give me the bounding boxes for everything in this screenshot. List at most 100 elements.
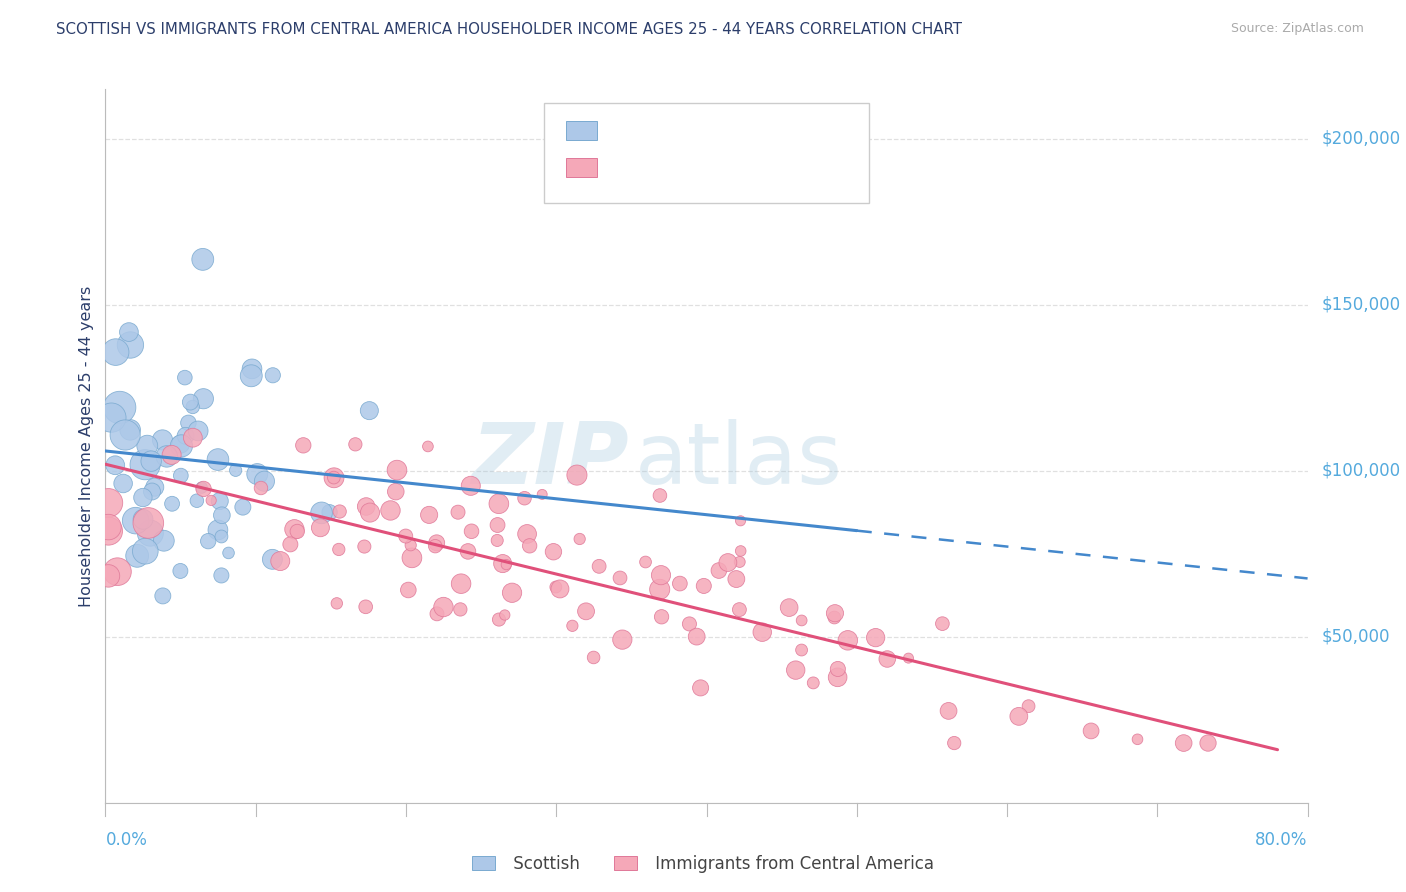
Point [865, 631, 887, 645]
Point [132, 491, 155, 505]
Text: $50,000: $50,000 [1322, 628, 1391, 646]
Point [778, 600, 800, 615]
Point [751, 625, 773, 640]
Point [385, 484, 408, 499]
Point [686, 630, 709, 644]
Point [425, 539, 447, 553]
Point [651, 609, 673, 624]
Point [634, 555, 657, 569]
Point [174, 429, 197, 443]
Point [114, 428, 136, 442]
Point [513, 491, 536, 506]
Text: $100,000: $100,000 [1322, 462, 1400, 480]
Point [134, 458, 156, 472]
Point [492, 557, 515, 571]
Point [283, 522, 305, 536]
Point [280, 537, 302, 551]
Point [785, 663, 807, 677]
Point [486, 533, 509, 548]
Point [134, 544, 156, 558]
Text: R =: R = [610, 159, 648, 177]
Point [931, 616, 953, 631]
Point [588, 559, 610, 574]
Point [380, 503, 402, 517]
Point [160, 448, 183, 462]
Point [568, 532, 591, 546]
Text: Source: ZipAtlas.com: Source: ZipAtlas.com [1230, 22, 1364, 36]
Point [152, 433, 174, 447]
Point [354, 500, 377, 514]
Point [197, 534, 219, 549]
Point [181, 400, 204, 414]
Point [112, 476, 135, 491]
Point [143, 480, 166, 494]
Point [262, 368, 284, 383]
Point [225, 463, 247, 477]
Point [170, 468, 193, 483]
Point [717, 556, 740, 570]
Point [322, 470, 344, 484]
Point [169, 564, 191, 578]
Text: N =: N = [727, 159, 766, 177]
Text: 80.0%: 80.0% [1256, 830, 1308, 848]
Point [97, 520, 120, 534]
Point [648, 489, 671, 503]
Point [938, 704, 960, 718]
Point [118, 325, 141, 339]
Point [728, 555, 751, 569]
Point [897, 651, 920, 665]
Point [328, 542, 350, 557]
Point [837, 633, 859, 648]
Point [193, 392, 215, 406]
FancyBboxPatch shape [544, 103, 869, 203]
Point [395, 529, 418, 543]
Point [141, 454, 163, 468]
Text: R =: R = [610, 121, 648, 139]
Point [127, 549, 149, 563]
Text: $200,000: $200,000 [1322, 130, 1400, 148]
Y-axis label: Householder Income Ages 25 - 44 years: Householder Income Ages 25 - 44 years [79, 285, 94, 607]
Point [209, 568, 232, 582]
Point [447, 505, 470, 519]
Point [107, 565, 129, 579]
Point [827, 662, 849, 676]
Legend:  Scottish,  Immigrants from Central America: Scottish, Immigrants from Central Americ… [465, 848, 941, 880]
Point [1080, 723, 1102, 738]
Point [432, 600, 454, 615]
Point [153, 533, 176, 548]
Point [209, 529, 232, 543]
Point [565, 468, 588, 483]
Point [354, 599, 377, 614]
Point [141, 484, 163, 499]
Point [519, 539, 541, 553]
Point [418, 508, 440, 522]
Point [678, 616, 700, 631]
Point [488, 497, 510, 511]
Point [650, 568, 672, 582]
Point [544, 580, 567, 594]
Point [100, 410, 122, 425]
Point [97, 496, 120, 510]
Point [152, 589, 174, 603]
Point [104, 458, 127, 473]
Point [177, 416, 200, 430]
Point [943, 736, 966, 750]
Point [1008, 709, 1031, 723]
Point [246, 467, 269, 481]
Point [669, 576, 692, 591]
Point [693, 579, 716, 593]
Point [181, 431, 204, 445]
Point [689, 681, 711, 695]
Text: 58: 58 [773, 121, 804, 139]
Point [609, 571, 631, 585]
Point [170, 439, 193, 453]
Point [801, 676, 824, 690]
Point [250, 481, 273, 495]
Point [488, 613, 510, 627]
Point [108, 401, 131, 415]
Point [516, 527, 538, 541]
Point [823, 610, 845, 624]
Point [97, 569, 120, 583]
Point [326, 596, 349, 610]
Point [124, 514, 146, 528]
